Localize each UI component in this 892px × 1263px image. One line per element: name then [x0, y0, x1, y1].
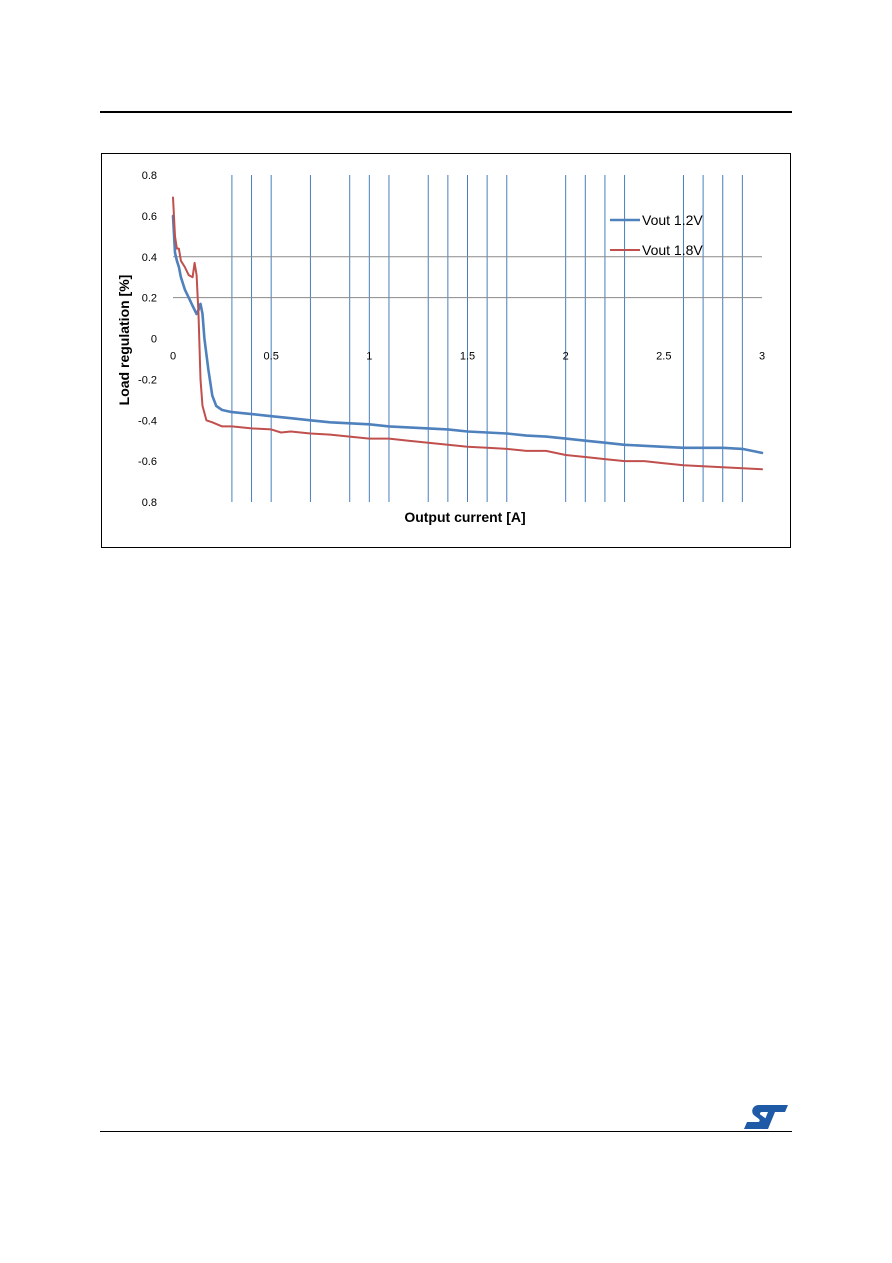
series-line-2	[172, 196, 763, 471]
x-tick-label: 3	[759, 351, 765, 363]
tick-labels: 0.8 0.6 0.4 0.2 0 -0.2 -0.4 -0.6 0.8 0 0.5 1 1.5 2 2.5…	[138, 170, 765, 509]
footer-rule	[100, 1131, 792, 1132]
load-regulation-chart: 0.8 0.6 0.4 0.2 0 -0.2 -0.4 -0.6 0.8 0 0.5 1 1.5 2 2.5…	[116, 170, 765, 525]
x-tick-label: 2	[563, 351, 569, 363]
legend-label: Vout 1.2V	[642, 212, 703, 228]
x-tick-label: 2.5	[656, 351, 671, 363]
y-tick-label: -0.6	[138, 456, 157, 468]
y-tick-label: -0.4	[138, 415, 157, 427]
x-tick-label: 0.5	[264, 351, 279, 363]
y-axis-label: Load regulation [%]	[116, 275, 132, 406]
grid-layer	[173, 175, 762, 502]
x-tick-label: 1	[366, 351, 372, 363]
st-logo	[744, 1105, 788, 1129]
y-tick-label: 0.8	[142, 170, 157, 182]
y-tick-label: 0.4	[142, 252, 157, 264]
chart-frame: 0.8 0.6 0.4 0.2 0 -0.2 -0.4 -0.6 0.8 0 0.5 1 1.5 2 2.5…	[101, 153, 791, 548]
header-rule	[100, 111, 792, 113]
x-tick-label: 1.5	[460, 351, 475, 363]
series-line-1	[171, 214, 764, 455]
x-axis-label: Output current [A]	[404, 509, 525, 525]
y-tick-label: 0	[151, 334, 157, 346]
x-tick-label: 0	[170, 351, 176, 363]
y-tick-label: 0.8	[142, 497, 157, 509]
y-tick-label: -0.2	[138, 374, 157, 386]
legend: Vout 1.2V Vout 1.8V	[610, 212, 703, 258]
y-tick-label: 0.2	[142, 293, 157, 305]
y-tick-label: 0.6	[142, 211, 157, 223]
series-layer	[171, 196, 764, 471]
legend-label: Vout 1.8V	[642, 242, 703, 258]
